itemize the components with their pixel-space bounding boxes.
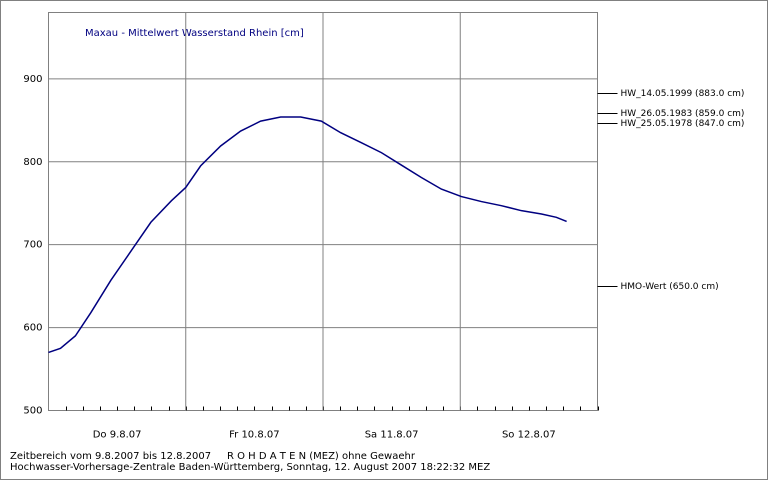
footer: Hochwasser-Vorhersage-Zentrale Baden-Wür…: [10, 462, 490, 473]
footer: Zeitbereich vom 9.8.2007 bis 12.8.2007 R…: [10, 451, 416, 462]
reference-label: HW_26.05.1983 (859.0 cm): [621, 109, 745, 119]
x-tick-label: Do 9.8.07: [93, 430, 142, 441]
x-tick-label: Fr 10.8.07: [229, 430, 279, 441]
y-tick-label: 900: [23, 74, 42, 85]
x-tick-label: So 12.8.07: [502, 430, 556, 441]
y-tick-label: 800: [23, 157, 42, 168]
y-tick-label: 700: [23, 240, 42, 251]
reference-label: HMO-Wert (650.0 cm): [621, 282, 719, 292]
chart-title: Maxau - Mittelwert Wasserstand Rhein [cm…: [85, 28, 304, 39]
x-tick-label: Sa 11.8.07: [365, 430, 419, 441]
y-tick-label: 500: [23, 406, 42, 417]
data-line: [48, 116, 567, 354]
reference-label: HW_25.05.1978 (847.0 cm): [621, 119, 745, 129]
reference-label: HW_14.05.1999 (883.0 cm): [621, 89, 745, 99]
y-tick-label: 600: [23, 323, 42, 334]
